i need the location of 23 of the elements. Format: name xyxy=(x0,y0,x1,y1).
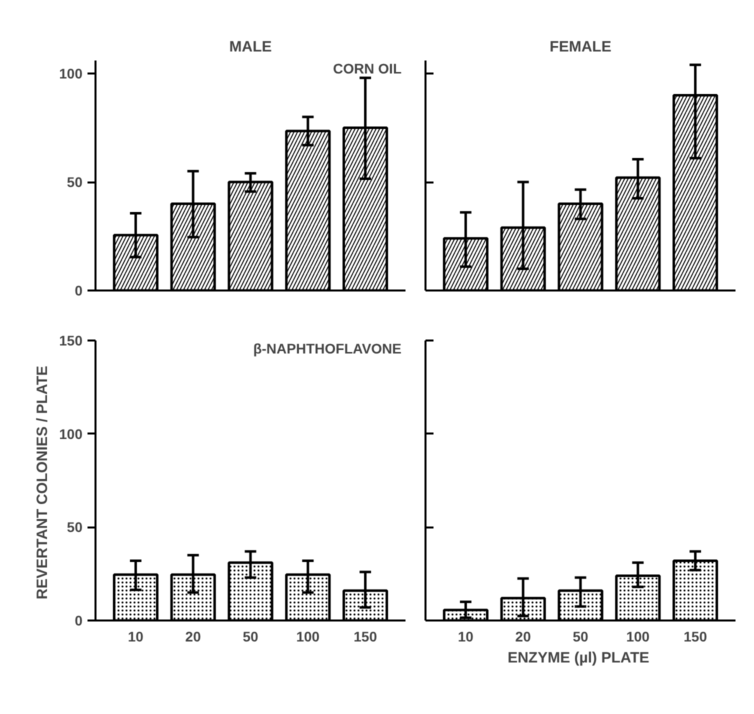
y-tick-label: 100 xyxy=(59,426,83,442)
chart-title: FEMALE xyxy=(550,38,612,56)
annotation: CORN OIL xyxy=(333,60,402,76)
chart-title: MALE xyxy=(229,38,272,56)
x-tick-label: 150 xyxy=(354,628,378,644)
x-tick-label: 100 xyxy=(296,628,320,644)
x-tick-label: 20 xyxy=(185,628,202,644)
y-tick-label: 0 xyxy=(74,612,83,628)
y-tick-label: 0 xyxy=(74,282,83,298)
y-tick-label: 50 xyxy=(66,174,83,190)
x-axis-title: ENZYME (µl) PLATE xyxy=(508,650,650,666)
x-tick-label: 100 xyxy=(626,628,650,644)
y-axis-title: REVERTANT COLONIES / PLATE xyxy=(34,366,52,600)
x-tick-label: 10 xyxy=(128,628,144,644)
x-tick-label: 10 xyxy=(458,628,474,644)
x-tick-label: 50 xyxy=(572,628,588,644)
x-tick-label: 50 xyxy=(242,628,258,644)
y-tick-label: 100 xyxy=(59,66,83,82)
x-tick-label: 20 xyxy=(515,628,532,644)
y-tick-label: 150 xyxy=(59,332,83,348)
y-tick-label: 50 xyxy=(66,519,83,536)
x-tick-label: 150 xyxy=(684,628,708,644)
annotation: β-NAPHTHOFLAVONE xyxy=(253,340,402,356)
